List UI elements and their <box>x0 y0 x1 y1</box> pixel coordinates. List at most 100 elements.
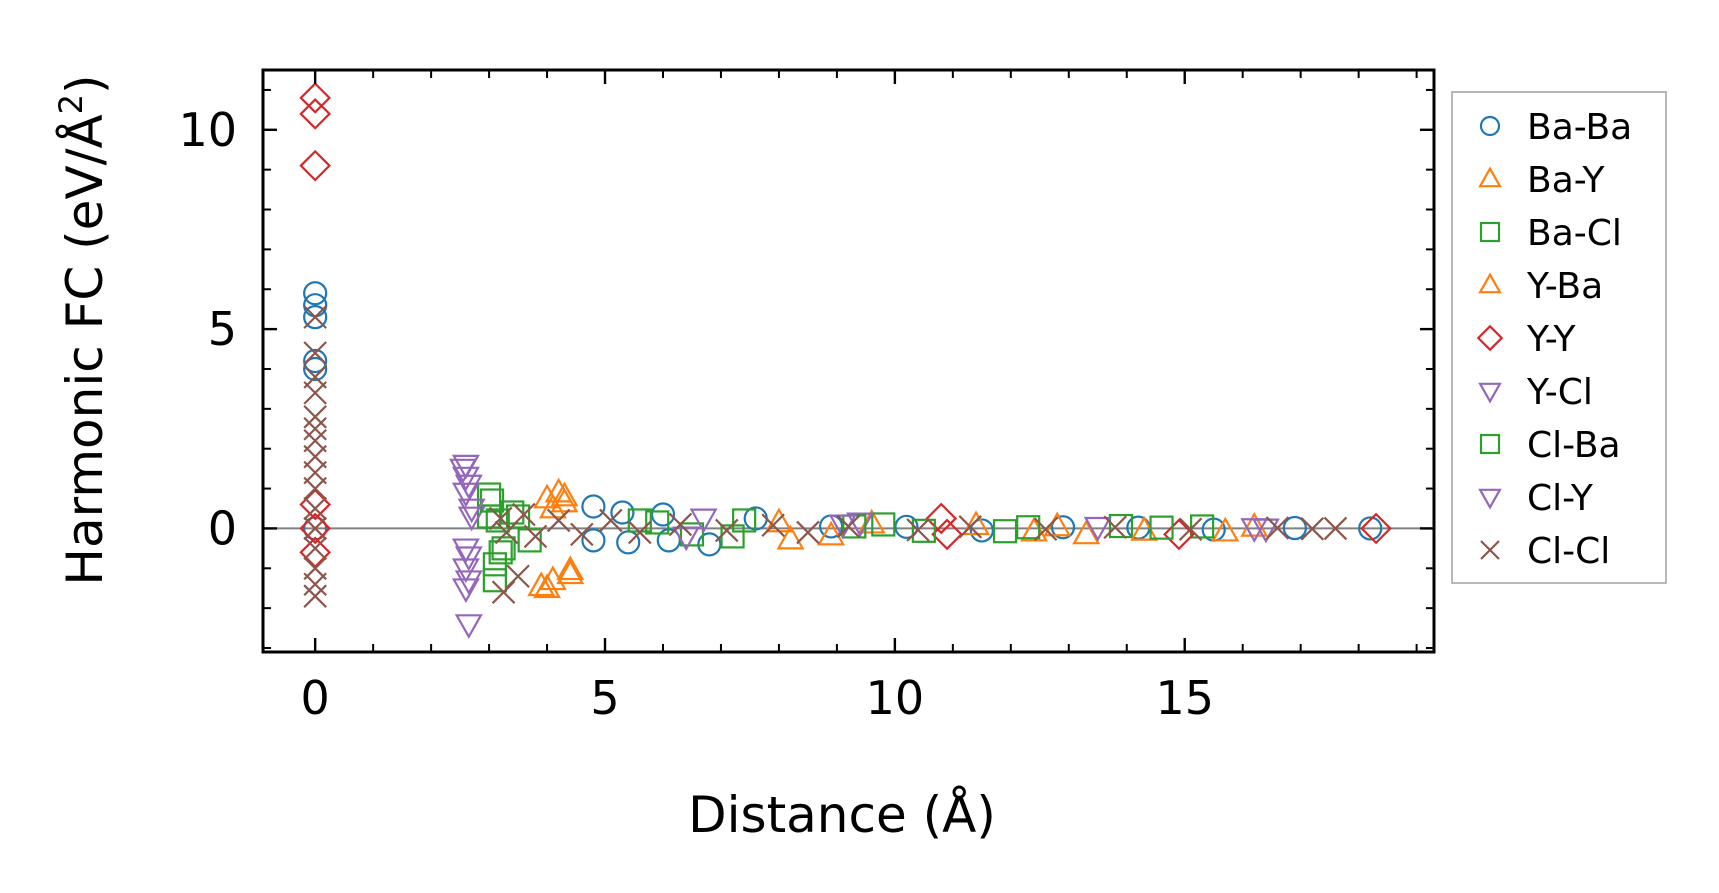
y-axis-label-superscript: 2 <box>52 94 90 114</box>
legend-entry: Ba-Y <box>1478 160 1605 201</box>
legend-label: Ba-Ba <box>1527 107 1632 148</box>
legend-label: Cl-Cl <box>1527 531 1610 572</box>
data-point <box>299 536 332 569</box>
data-point <box>925 502 958 535</box>
data-point <box>817 520 846 546</box>
legend-marker <box>1479 221 1501 243</box>
legend-entry: Cl-Cl <box>1480 531 1610 572</box>
legend-entry: Ba-Ba <box>1479 107 1632 148</box>
data-point <box>303 281 328 306</box>
y-tick-label: 0 <box>208 501 237 555</box>
y-axis-label-close: ) <box>56 74 114 94</box>
data-point <box>1190 514 1215 539</box>
legend-marker <box>1479 433 1501 455</box>
data-point <box>836 514 861 539</box>
data-point <box>454 570 483 596</box>
legend-entry: Y-Cl <box>1478 372 1593 413</box>
data-point <box>761 513 785 538</box>
axes-frame <box>261 68 1436 654</box>
data-point <box>689 508 718 534</box>
legend-entry: Cl-Ba <box>1479 425 1621 466</box>
data-point <box>482 568 507 593</box>
legend-marker <box>1476 324 1504 352</box>
data-point <box>303 356 328 382</box>
data-point <box>1240 518 1269 543</box>
data-point <box>1178 517 1203 541</box>
legend: Ba-Ba Ba-Y Ba-Cl Y-Ba Y-Y Y-Cl Cl-Ba Cl-Y Cl-Cl <box>1451 91 1667 584</box>
legend-label: Ba-Cl <box>1527 213 1622 254</box>
data-point <box>556 555 585 581</box>
data-point <box>485 508 510 533</box>
data-point <box>550 481 579 507</box>
x-tick-label: 5 <box>590 671 619 725</box>
data-point <box>538 493 567 519</box>
data-point <box>451 466 480 492</box>
y-axis-label: Harmonic FC (eV/Å2) <box>52 74 114 585</box>
x-axis-label: Distance (Å) <box>688 786 996 844</box>
data-point <box>303 516 327 541</box>
data-point <box>581 494 606 519</box>
data-point <box>303 348 328 374</box>
data-point <box>1072 519 1101 545</box>
data-point <box>1103 515 1127 540</box>
legend-label: Y-Cl <box>1526 372 1593 413</box>
data-point <box>303 305 327 329</box>
data-point <box>1033 517 1058 541</box>
data-point <box>714 518 739 543</box>
data-point <box>1163 518 1195 551</box>
data-point <box>482 552 507 577</box>
data-point <box>1240 511 1269 537</box>
data-point <box>1323 516 1348 541</box>
data-point <box>645 510 670 535</box>
legend-label: Y-Y <box>1526 319 1576 360</box>
data-point <box>299 149 332 182</box>
legend-marker <box>1480 540 1500 560</box>
axes-border <box>261 68 1436 654</box>
legend-entry: Y-Ba <box>1478 266 1603 307</box>
data-point <box>303 584 327 608</box>
data-point <box>454 474 483 500</box>
data-point <box>303 381 327 405</box>
data-point <box>776 524 805 550</box>
data-point <box>906 518 930 542</box>
data-point <box>650 502 676 527</box>
data-point <box>958 515 983 539</box>
data-point <box>931 518 963 551</box>
data-point <box>303 476 327 501</box>
data-point <box>457 498 486 524</box>
legend-label: Cl-Ba <box>1527 425 1621 466</box>
legend-marker <box>1479 115 1501 137</box>
legend-entry: Cl-Y <box>1478 478 1594 519</box>
data-point <box>1358 516 1383 541</box>
legend-label: Cl-Y <box>1527 478 1594 519</box>
data-point <box>523 524 548 549</box>
data-point <box>451 482 480 508</box>
data-point <box>668 512 693 537</box>
data-point <box>454 614 483 639</box>
legend-marker <box>1478 272 1502 294</box>
legend-marker <box>1478 166 1502 188</box>
legend-label: Ba-Y <box>1527 160 1605 201</box>
series-cl-ba <box>479 488 1174 577</box>
data-markers <box>299 82 1392 639</box>
data-point <box>599 508 623 533</box>
data-point <box>1108 513 1134 539</box>
data-point <box>570 522 594 547</box>
data-point <box>672 526 701 552</box>
data-point <box>506 564 530 589</box>
data-point <box>581 528 606 553</box>
data-point <box>303 416 327 441</box>
data-point <box>610 500 635 525</box>
data-point <box>505 504 531 529</box>
data-point <box>796 520 820 545</box>
axis-ticks: 0 5 10 15 0 5 10 <box>178 70 1434 725</box>
legend-marker <box>1478 488 1502 510</box>
data-point <box>871 512 896 537</box>
data-point <box>488 506 513 531</box>
data-point <box>556 559 585 585</box>
plot-background <box>263 70 1434 652</box>
x-tick-label: 0 <box>301 671 330 725</box>
x-tick-label: 10 <box>866 671 925 725</box>
data-point <box>491 536 516 561</box>
